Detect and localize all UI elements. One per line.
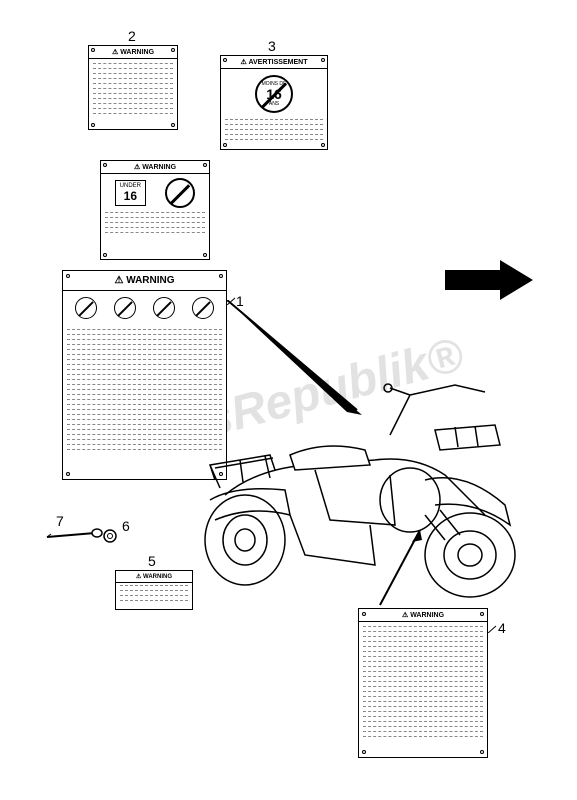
callout-3: 3: [268, 38, 276, 54]
pictogram-icon: [153, 297, 175, 319]
warning-label-3-french: ⚠ AVERTISSEMENT MOINS DE 16 ANS: [220, 55, 328, 150]
callout-7: 7: [56, 513, 64, 529]
warning-header-u16: ⚠ WARNING: [101, 161, 209, 174]
under-16-label: ⚠ WARNING UNDER 16: [100, 160, 210, 260]
leader-line-atv-to-4: [370, 530, 430, 610]
avertissement-header: ⚠ AVERTISSEMENT: [221, 56, 327, 69]
callout-6: 6: [122, 518, 130, 534]
leader-line-4: [488, 618, 498, 633]
warning-header-5: ⚠ WARNING: [116, 571, 192, 583]
callout-2: 2: [128, 28, 136, 44]
warning-main-header: ⚠ WARNING: [63, 271, 226, 291]
part-7-pin-icon: [45, 525, 105, 545]
warning-label-5-small: ⚠ WARNING: [115, 570, 193, 610]
warning-pictograms-row: [63, 291, 226, 325]
leader-line-main-to-atv: [227, 300, 367, 420]
pictogram-icon: [75, 297, 97, 319]
pictogram-icon: [114, 297, 136, 319]
callout-5: 5: [148, 553, 156, 569]
age-slash-icon: [165, 178, 195, 208]
pictogram-icon: [192, 297, 214, 319]
direction-arrow-icon: [445, 255, 535, 305]
warning-header-4: ⚠ WARNING: [359, 609, 487, 622]
warning-label-2: ⚠ WARNING: [88, 45, 178, 130]
warning-label-4: ⚠ WARNING: [358, 608, 488, 758]
callout-4: 4: [498, 620, 506, 636]
warning-header: ⚠ WARNING: [89, 46, 177, 59]
age-restriction-icon: MOINS DE 16 ANS: [255, 75, 293, 113]
